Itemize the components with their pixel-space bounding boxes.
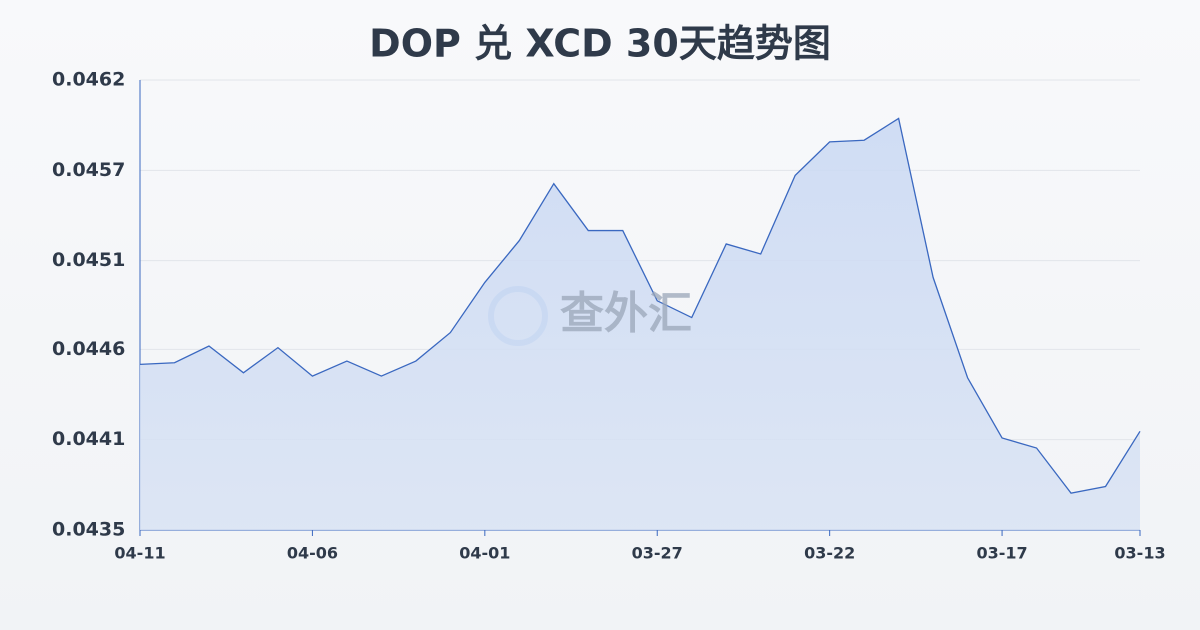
y-tick-label: 0.0457: [52, 159, 125, 181]
watermark: 查外汇: [560, 288, 692, 339]
y-tick-label: 0.0462: [52, 69, 125, 91]
x-tick-label: 04-01: [459, 544, 510, 563]
x-tick-label: 03-27: [632, 544, 683, 563]
chart-title: DOP 兑 XCD 30天趋势图: [369, 22, 831, 66]
x-tick-label: 03-13: [1114, 544, 1165, 563]
x-tick-label: 03-17: [976, 544, 1027, 563]
y-tick-label: 0.0446: [52, 338, 125, 360]
area: [140, 118, 1140, 531]
y-tick-label: 0.0435: [52, 519, 125, 541]
y-tick-label: 0.0451: [52, 249, 125, 271]
line: [139, 117, 1141, 494]
x-tick-label: 03-22: [804, 544, 855, 563]
x-tick-label: 04-11: [114, 544, 165, 563]
y-tick-label: 0.0441: [52, 428, 125, 450]
x-tick-label: 04-06: [287, 544, 338, 563]
